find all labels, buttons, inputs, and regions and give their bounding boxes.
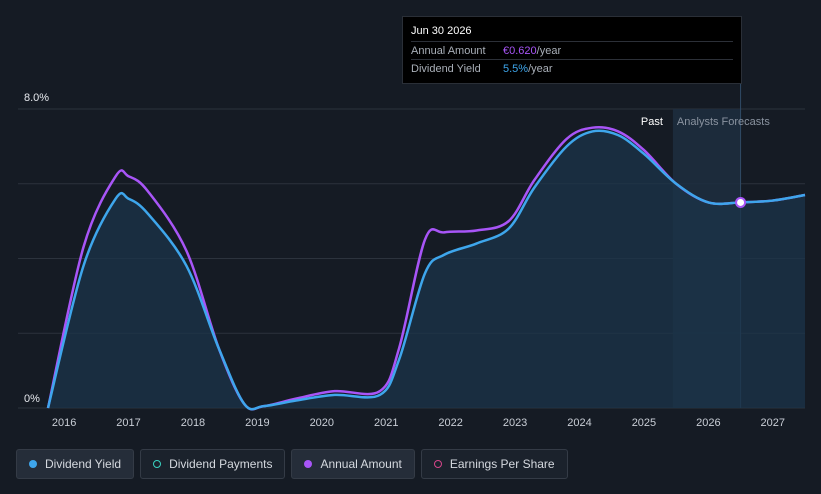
y-tick-label-max: 8.0% xyxy=(24,92,49,104)
legend-dividend-yield-label: Dividend Yield xyxy=(45,457,122,471)
x-tick-label: 2020 xyxy=(310,417,334,429)
tooltip-annual-amount-label: Annual Amount xyxy=(411,44,486,57)
dividend-yield-dot-icon xyxy=(29,460,37,468)
x-tick-label: 2025 xyxy=(632,417,656,429)
tooltip-annual-amount-unit: /year xyxy=(536,44,562,57)
marker-layer xyxy=(735,196,747,208)
tooltip-dividend-yield-unit: /year xyxy=(528,62,553,75)
tooltip-date: Jun 30 2026 xyxy=(411,25,472,37)
tick-layer: 2016 2017 2018 2019 2020 2021 2022 2023 2024 2025… xyxy=(24,92,785,429)
legend-dividend-payments[interactable]: Dividend Payments xyxy=(140,449,286,479)
legend-dividend-payments-label: Dividend Payments xyxy=(169,457,273,471)
x-tick-label: 2026 xyxy=(696,417,720,429)
x-tick-label: 2021 xyxy=(374,417,398,429)
x-tick-label: 2019 xyxy=(245,417,269,429)
dividend-yield-line xyxy=(46,129,806,411)
legend-dividend-yield[interactable]: Dividend Yield xyxy=(16,449,135,479)
x-tick-label: 2024 xyxy=(567,417,591,429)
annual-amount-dot-icon xyxy=(304,460,313,468)
tooltip-annual-amount-value: €0.620 xyxy=(503,44,537,57)
legend-earnings-per-share-label: Earnings Per Share xyxy=(449,457,555,471)
chart-legend: Dividend Yield Dividend Payments Annual … xyxy=(16,449,568,479)
x-tick-label: 2016 xyxy=(52,417,76,429)
tooltip-dividend-yield-label: Dividend Yield xyxy=(411,62,481,75)
x-tick-label: 2022 xyxy=(438,417,462,429)
line-layer xyxy=(46,125,806,411)
tooltip-row-dividend-yield: Dividend Yield 5.5% /year xyxy=(411,59,733,77)
tooltip-dividend-yield-value: 5.5% xyxy=(503,62,529,75)
y-tick-label-min: 0% xyxy=(24,393,40,405)
x-tick-label: 2017 xyxy=(116,417,140,429)
forecast-region-label: Analysts Forecasts xyxy=(677,116,770,128)
legend-earnings-per-share[interactable]: Earnings Per Share xyxy=(420,449,568,479)
x-tick-label: 2023 xyxy=(503,417,527,429)
highlight-point xyxy=(735,196,747,208)
earnings-per-share-ring-icon xyxy=(433,460,442,468)
chart-tooltip: Jun 30 2026 Annual Amount €0.620 /year D… xyxy=(402,16,742,84)
annual-amount-line xyxy=(46,125,806,411)
past-region-label: Past xyxy=(641,116,663,128)
x-tick-label: 2027 xyxy=(761,417,785,429)
dividend-payments-ring-icon xyxy=(153,460,162,468)
legend-annual-amount-label: Annual Amount xyxy=(320,457,402,471)
legend-annual-amount[interactable]: Annual Amount xyxy=(291,449,415,479)
tooltip-row-annual-amount: Annual Amount €0.620 /year xyxy=(411,41,733,59)
x-tick-label: 2018 xyxy=(181,417,205,429)
